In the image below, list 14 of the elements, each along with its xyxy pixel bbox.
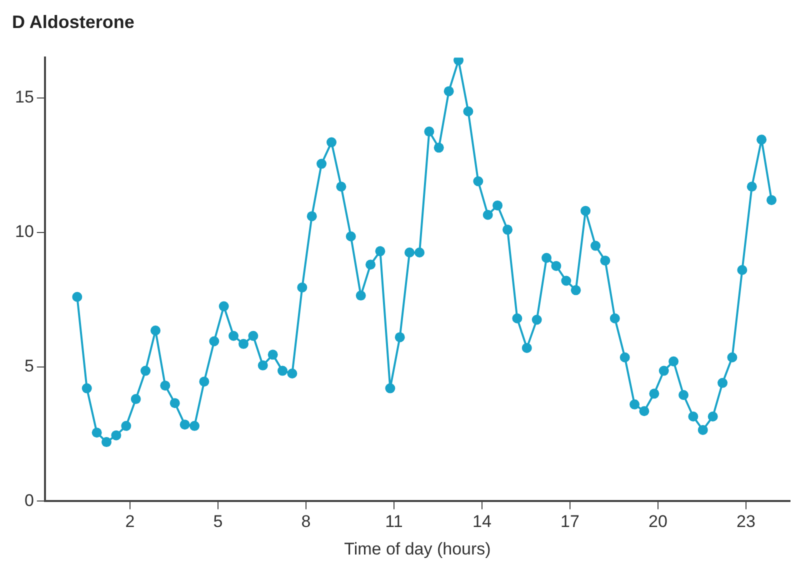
y-tick-label: 5	[24, 356, 34, 376]
chart-title: D Aldosterone	[12, 12, 134, 32]
x-tick-label: 11	[385, 512, 403, 532]
y-tick-label: 0	[24, 490, 34, 510]
y-tick-label: 15	[14, 88, 34, 107]
x-tick-label: 20	[648, 512, 668, 532]
x-tick-label: 2	[125, 512, 135, 532]
x-tick-label: 5	[213, 512, 223, 532]
x-axis-title: Time of day (hours)	[344, 539, 491, 558]
x-tick-label: 17	[560, 512, 580, 532]
y-tick-label: 10	[14, 222, 34, 242]
x-tick-label: 23	[736, 512, 756, 532]
x-tick-label: 14	[472, 512, 492, 532]
x-tick-label: 8	[301, 512, 311, 532]
